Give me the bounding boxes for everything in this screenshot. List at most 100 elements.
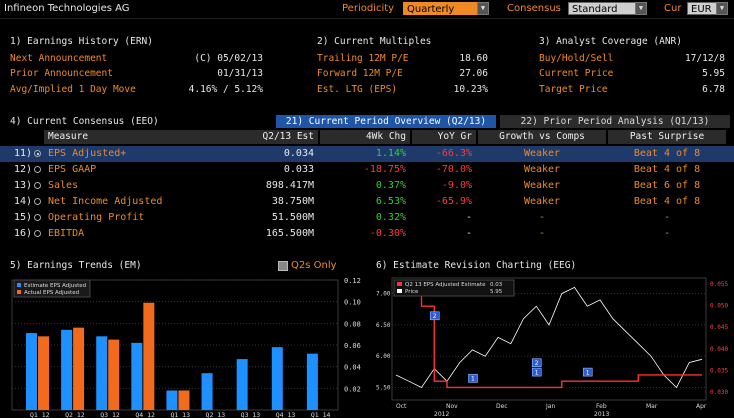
forward-pe-label: Forward 12M P/E [317, 68, 403, 79]
row-number: 11) [14, 148, 33, 159]
row-measure[interactable]: Sales [48, 180, 79, 191]
bar [26, 333, 37, 410]
bar [73, 327, 85, 410]
bar [166, 390, 178, 410]
row-4wk-chg: 0.37% [375, 180, 406, 191]
legend-value: 5.95 [490, 289, 503, 295]
col-past-surprise[interactable]: Past Surprise [608, 130, 726, 144]
legend-label: Price [405, 289, 419, 295]
col-4wk-chg[interactable]: 4Wk Chg [320, 130, 410, 144]
estimate-revision-chart: 5.50 6.00 6.50 7.00 0.030 0.035 0.040 0.045 0.05… [374, 272, 734, 418]
row-radio[interactable] [34, 150, 41, 157]
earnings-history-heading[interactable]: 1) Earnings History (ERN) [10, 36, 153, 47]
row-estimate: 51.500M [271, 212, 314, 223]
row-measure[interactable]: EBITDA [48, 228, 85, 239]
bar [271, 347, 283, 410]
row-growth: Weaker [523, 148, 561, 159]
x-tick-label: Q4 13 [276, 411, 296, 418]
bar [236, 359, 248, 410]
q2s-only-checkbox[interactable] [278, 261, 288, 271]
y-right-tick: 0.055 [710, 281, 728, 288]
row-4wk-chg: 1.14% [375, 148, 406, 159]
row-yoy-gr: -66.3% [435, 148, 472, 159]
bar [143, 302, 155, 410]
chevron-down-icon[interactable]: ▼ [635, 2, 647, 15]
x-month-label: Feb [596, 403, 607, 410]
revision-marker[interactable] [429, 311, 440, 321]
y-right-tick: 0.040 [710, 346, 728, 353]
bar [201, 373, 213, 410]
tab-current-period[interactable]: 21) Current Period Overview (Q2/13) [276, 115, 496, 128]
table-row[interactable]: 11) EPS Adjusted+ 0.034 1.14% -66.3% Weaker Be… [0, 146, 734, 162]
trailing-pe-value: 18.60 [459, 53, 488, 64]
earnings-trends-heading[interactable]: 5) Earnings Trends (EM) [10, 260, 142, 271]
tab-prior-period[interactable]: 22) Prior Period Analysis (Q1/13) [500, 115, 730, 128]
implied-move-label: Avg/Implied 1 Day Move [10, 84, 136, 95]
row-radio[interactable] [34, 166, 41, 173]
y-left-tick: 6.50 [376, 322, 391, 329]
row-radio[interactable] [34, 198, 41, 205]
row-measure[interactable]: Operating Profit [48, 212, 145, 223]
row-radio[interactable] [34, 182, 41, 189]
row-measure[interactable]: EPS GAAP [48, 164, 97, 175]
row-measure[interactable]: Net Income Adjusted [48, 196, 163, 207]
target-price-label: Target Price [539, 84, 608, 95]
y-left-tick: 7.00 [376, 291, 391, 298]
chevron-down-icon[interactable]: ▼ [477, 2, 489, 15]
x-tick-label: Q1 12 [30, 411, 50, 418]
x-tick-label: Q4 12 [135, 411, 155, 418]
bar [61, 329, 73, 410]
row-estimate: 898.417M [265, 180, 314, 191]
currency-dropdown[interactable]: EUR [687, 2, 717, 15]
bar [178, 390, 190, 410]
legend-label: Estimate EPS Adjusted [24, 283, 86, 289]
table-row[interactable]: 14) Net Income Adjusted 38.750M 6.53% -65.9%… [0, 194, 734, 210]
x-tick-label: Q1 13 [170, 411, 190, 418]
marker-label: 1 [586, 369, 590, 376]
periodicity-dropdown[interactable]: Quarterly [403, 2, 478, 15]
table-row[interactable]: 13) Sales 898.417M 0.37% -9.0% Weaker Beat 6 o… [0, 178, 734, 194]
x-month-label: Dec [496, 403, 508, 410]
row-surprise: - [663, 212, 671, 223]
row-measure[interactable]: EPS Adjusted+ [48, 148, 127, 159]
revision-marker[interactable] [468, 374, 478, 383]
legend-swatch [397, 289, 402, 293]
y-tick-label: 0.02 [344, 385, 361, 393]
col-measure[interactable]: Measure [44, 130, 232, 144]
x-tick-label: Q2 12 [65, 411, 85, 418]
x-month-label: Apr [696, 403, 707, 410]
row-surprise: - [663, 228, 671, 239]
revision-marker[interactable] [531, 367, 542, 377]
implied-move-value: 4.16% / 5.12% [188, 84, 263, 95]
bar [38, 336, 49, 410]
col-estimate[interactable]: Q2/13 Est [230, 130, 318, 144]
table-row[interactable]: 16) EBITDA 165.500M -0.30% - - - [0, 226, 734, 242]
table-row[interactable]: 12) EPS GAAP 0.033 -18.75% -70.0% Weaker Beat … [0, 162, 734, 178]
buy-hold-sell-label: Buy/Hold/Sell [539, 53, 614, 64]
bar [306, 353, 318, 410]
plot-area [391, 277, 707, 401]
chevron-down-icon[interactable]: ▼ [716, 2, 728, 15]
revision-marker[interactable] [531, 358, 542, 368]
analyst-coverage-heading[interactable]: 3) Analyst Coverage (ANR) [539, 36, 682, 47]
estimate-revision-heading[interactable]: 6) Estimate Revision Charting (EEG) [376, 260, 577, 271]
col-growth-vs-comps[interactable]: Growth vs Comps [478, 130, 606, 144]
revision-marker[interactable] [582, 367, 593, 377]
row-growth: Weaker [523, 180, 561, 191]
row-growth: Weaker [523, 196, 561, 207]
y-right-tick: 0.045 [710, 324, 728, 331]
table-row[interactable]: 15) Operating Profit 51.500M 0.32% - - - [0, 210, 734, 226]
trailing-pe-label: Trailing 12M P/E [317, 53, 409, 64]
row-radio[interactable] [34, 230, 41, 237]
consensus-label: Consensus [507, 3, 561, 14]
col-yoy-gr[interactable]: YoY Gr [412, 130, 476, 144]
consensus-heading[interactable]: 4) Current Consensus (EEO) [10, 116, 159, 127]
q2s-only-label[interactable]: Q2s Only [291, 260, 337, 271]
y-tick-label: 0.08 [344, 320, 361, 328]
row-radio[interactable] [34, 214, 41, 221]
consensus-dropdown[interactable]: Standard [568, 2, 636, 15]
y-right-tick: 0.030 [710, 389, 728, 396]
x-year-label: 2012 [434, 411, 449, 418]
currency-label: Cur [664, 3, 682, 14]
bar [96, 336, 108, 410]
